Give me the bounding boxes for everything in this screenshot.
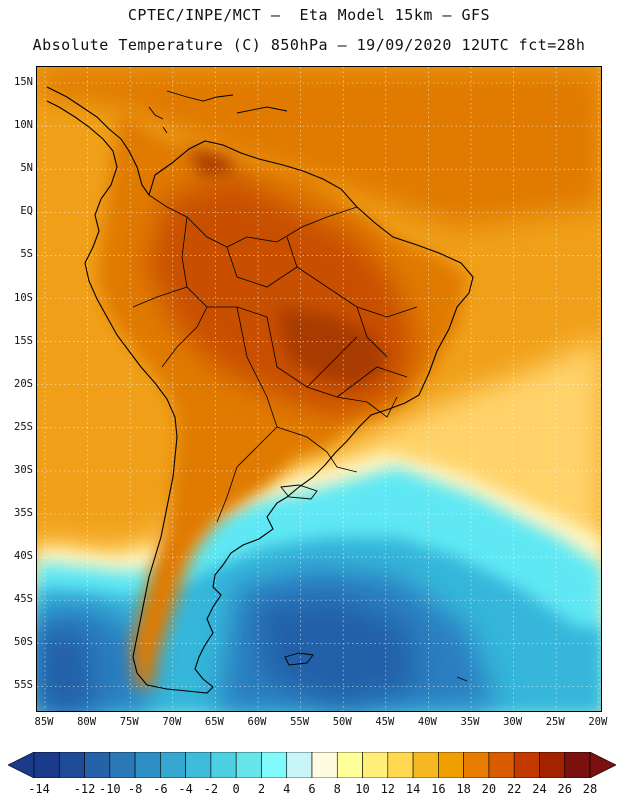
colorbar-segment — [160, 752, 186, 778]
colorbar — [8, 752, 616, 778]
lon-label: 30W — [503, 716, 523, 728]
lon-label: 45W — [375, 716, 395, 728]
colorbar-segment — [58, 752, 85, 778]
colorbar-label: 22 — [506, 782, 522, 796]
lon-label: 35W — [460, 716, 480, 728]
colorbar-label: 24 — [532, 782, 547, 796]
lat-label: 25S — [14, 420, 33, 433]
continent-coastline — [46, 86, 474, 694]
colorbar-segment — [185, 752, 212, 778]
map-panel — [36, 66, 602, 712]
colorbar-label: 20 — [481, 782, 497, 796]
temperature-map — [37, 67, 601, 711]
colorbar-label: -2 — [203, 782, 219, 796]
lat-label: 40S — [14, 550, 33, 563]
title-line-1: CPTEC/INPE/MCT – Eta Model 15km – GFS — [127, 6, 491, 24]
colorbar-segment — [362, 752, 389, 778]
colorbar-segment — [261, 752, 288, 778]
lon-label: 80W — [77, 716, 97, 728]
colorbar-segment — [210, 752, 237, 778]
lon-label: 55W — [290, 716, 310, 728]
colorbar-label: -12 — [73, 782, 96, 796]
colorbar-segment — [33, 752, 60, 778]
colorbar-segment — [134, 752, 161, 778]
colorbar-segment — [311, 752, 338, 778]
coastlines-and-borders — [46, 86, 474, 694]
lon-label: 60W — [247, 716, 267, 728]
colorbar-segment — [84, 752, 111, 778]
lat-label: 50S — [14, 636, 33, 649]
lat-label: 30S — [14, 463, 33, 476]
colorbar-segment — [336, 752, 363, 778]
colorbar-segment — [564, 752, 591, 778]
colorbar-segment — [109, 752, 136, 778]
colorbar-label: 4 — [283, 782, 291, 796]
islands — [148, 90, 468, 682]
lat-label: 15S — [14, 334, 33, 347]
colorbar-label: 8 — [333, 782, 341, 796]
colorbar-segment — [513, 752, 540, 778]
colorbar-label: -14 — [28, 782, 50, 796]
colorbar-label: 2 — [257, 782, 266, 796]
lat-label: 5S — [20, 248, 33, 261]
lat-label: 10S — [14, 291, 33, 304]
colorbar-segment — [387, 752, 414, 778]
lat-label: 10N — [14, 119, 33, 132]
lon-label: 70W — [162, 716, 182, 728]
colorbar-segment — [412, 752, 439, 778]
colorbar-min-arrow — [8, 752, 35, 778]
colorbar-label: -4 — [178, 782, 193, 796]
colorbar-label: -10 — [98, 782, 121, 796]
title-line-2: Absolute Temperature (C) 850hPa – 19/09/… — [32, 36, 586, 54]
colorbar-max-arrow — [589, 752, 616, 778]
colorbar-label: 18 — [456, 782, 471, 796]
colorbar-segment — [463, 752, 490, 778]
colorbar-label: 16 — [431, 782, 446, 796]
colorbar-label: 14 — [405, 782, 421, 796]
lon-label: 40W — [417, 716, 437, 728]
lat-label: 55S — [14, 679, 33, 692]
lat-label: 15N — [14, 76, 33, 88]
warm-ocean-zone — [37, 67, 601, 227]
lat-label: 20S — [14, 377, 33, 390]
country-borders — [132, 194, 418, 523]
colorbar-label: 26 — [557, 782, 572, 796]
colorbar-label: 28 — [582, 782, 598, 796]
colorbar-segment — [488, 752, 515, 778]
heat-maximum — [187, 147, 387, 387]
lon-label: 65W — [204, 716, 224, 728]
lat-label: 5N — [20, 162, 33, 175]
colorbar-label: -8 — [127, 782, 143, 796]
lon-label: 75W — [119, 716, 139, 728]
lon-label: 25W — [545, 716, 565, 728]
colorbar-label: 12 — [380, 782, 396, 796]
colorbar-segment — [539, 752, 566, 778]
lat-label: 35S — [14, 507, 33, 519]
colorbar-segment — [438, 752, 464, 778]
lat-label: EQ — [20, 205, 33, 218]
colorbar-label: 0 — [232, 782, 240, 796]
colorbar-segment — [286, 752, 313, 778]
darkest-blue-zone — [37, 597, 417, 711]
colorbar-label: -6 — [153, 782, 168, 796]
lon-label: 20W — [588, 716, 608, 728]
lat-label: 45S — [14, 593, 33, 606]
colorbar-label: 10 — [355, 782, 370, 796]
colorbar-label: 6 — [308, 782, 316, 796]
colorbar-segment — [235, 752, 262, 778]
lon-label: 85W — [34, 716, 54, 728]
lon-label: 50W — [332, 716, 352, 728]
